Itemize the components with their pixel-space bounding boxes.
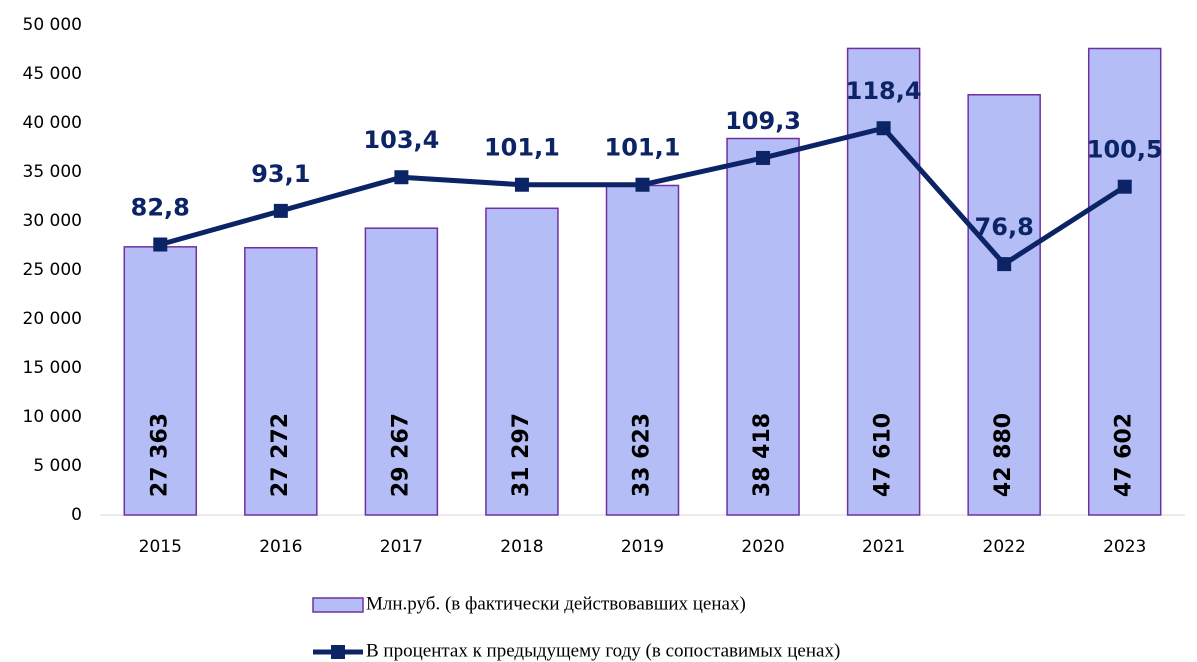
line-value-label: 82,8 <box>131 194 190 222</box>
legend-label: В процентах к предыдущему году (в сопост… <box>366 640 840 661</box>
y-tick-label: 35 000 <box>23 162 82 182</box>
line-value-label: 109,3 <box>725 107 801 135</box>
line-value-label: 103,4 <box>363 126 439 154</box>
bar-value-label: 47 602 <box>1112 413 1137 497</box>
y-tick-label: 25 000 <box>23 260 82 280</box>
bar <box>1087 47 1162 516</box>
bar-value-label: 38 418 <box>750 413 775 497</box>
bar-value-label: 29 267 <box>388 413 413 497</box>
y-tick-label: 45 000 <box>23 64 82 84</box>
line-value-label: 101,1 <box>484 134 560 162</box>
y-tick-label: 30 000 <box>23 211 82 231</box>
legend-marker <box>331 645 345 659</box>
line-value-label: 100,5 <box>1087 136 1163 164</box>
y-tick-label: 40 000 <box>23 113 82 133</box>
line-value-label: 76,8 <box>975 213 1034 241</box>
y-tick-label: 5 000 <box>33 456 82 476</box>
bar <box>485 207 559 516</box>
bar <box>967 94 1041 516</box>
y-tick-label: 10 000 <box>23 407 82 427</box>
x-tick-label: 2016 <box>259 537 302 557</box>
bar-value-label: 42 880 <box>991 413 1016 497</box>
legend-label: Млн.руб. (в фактически действовавших цен… <box>366 593 746 614</box>
line-marker <box>876 121 891 136</box>
legend-swatch <box>312 597 364 613</box>
y-tick-label: 0 <box>71 505 82 525</box>
bar <box>605 184 680 516</box>
line-marker <box>153 237 168 252</box>
bar-value-label: 27 363 <box>147 413 172 497</box>
x-tick-label: 2017 <box>380 537 423 557</box>
y-tick-label: 50 000 <box>23 15 82 35</box>
x-tick-label: 2021 <box>862 537 905 557</box>
bar <box>244 246 318 516</box>
bar <box>123 246 198 516</box>
x-tick-label: 2019 <box>621 537 664 557</box>
x-tick-label: 2022 <box>983 537 1026 557</box>
line-marker <box>635 177 650 192</box>
x-tick-label: 2023 <box>1103 537 1146 557</box>
bar <box>364 227 439 516</box>
line-marker <box>394 170 409 185</box>
line-marker <box>514 177 529 192</box>
y-tick-label: 15 000 <box>23 358 82 378</box>
bar-value-label: 31 297 <box>509 413 534 497</box>
line-marker <box>997 257 1012 272</box>
bar <box>726 137 800 516</box>
x-tick-label: 2020 <box>741 537 784 557</box>
y-tick-label: 20 000 <box>23 309 82 329</box>
line-marker <box>756 150 771 165</box>
line-value-label: 118,4 <box>846 77 922 105</box>
line-value-label: 93,1 <box>251 160 310 188</box>
x-tick-label: 2015 <box>139 537 182 557</box>
line-marker <box>273 203 288 218</box>
line-value-label: 101,1 <box>605 134 681 162</box>
bar-value-label: 47 610 <box>871 413 896 497</box>
line-marker <box>1117 179 1132 194</box>
bar-value-label: 33 623 <box>630 413 655 497</box>
x-tick-label: 2018 <box>500 537 543 557</box>
bar-value-label: 27 272 <box>268 413 293 497</box>
